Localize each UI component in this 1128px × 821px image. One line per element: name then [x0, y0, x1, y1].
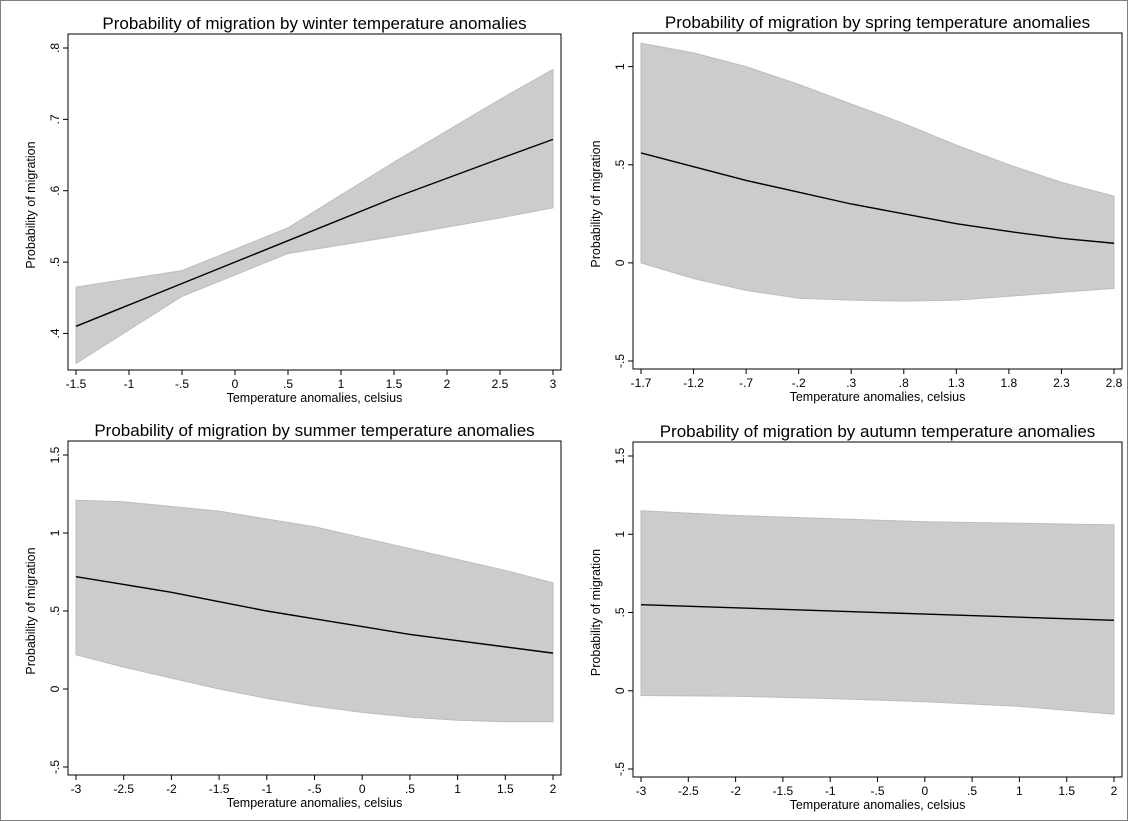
panel-winter-y-tick-label: .8	[48, 43, 62, 53]
panel-winter-x-tick-label: .5	[283, 377, 293, 391]
panel-spring-x-tick-label: -1.2	[683, 376, 704, 390]
panel-winter-y-tick-label: .5	[48, 257, 62, 267]
panel-winter: -1.5 -1 -.5 0 .5 1 1.5 2 2.5 3 .4 .5 .6 .7 .8 Probabili…	[24, 14, 562, 405]
panel-autumn-y-tick-label: 1.5	[613, 447, 627, 464]
panel-winter-x-tick-label: -1	[124, 377, 135, 391]
panel-spring-y-tick-label: 0	[613, 259, 627, 266]
panel-spring-y-tick-label: .5	[613, 159, 627, 169]
panel-winter-x-tick-label: 0	[232, 377, 239, 391]
panel-winter-y-tick-label: .4	[48, 328, 62, 338]
panel-autumn-y-tick-label: -.5	[613, 762, 627, 776]
panel-summer-x-tick-label: .5	[405, 782, 415, 796]
panel-spring-title: Probability of migration by spring tempe…	[665, 13, 1090, 32]
panel-summer-confidence-band	[75, 499, 554, 723]
panel-summer-x-tick-label: -2.5	[113, 782, 134, 796]
panel-summer-y-axis-label: Probability of migration	[24, 547, 38, 674]
panel-summer-y-tick-label: .5	[48, 606, 62, 616]
panel-autumn-y-tick-label: 1	[613, 531, 627, 538]
panel-spring-x-tick-label: -.7	[739, 376, 753, 390]
panel-summer-x-tick-label: -1	[261, 782, 272, 796]
panel-summer-y-tick-label: 1	[48, 529, 62, 536]
panel-spring-y-axis-label: Probability of migration	[589, 140, 603, 267]
panel-autumn-x-tick-label: 1	[1016, 784, 1023, 798]
panel-autumn-x-tick-label: -2	[730, 784, 741, 798]
panel-winter-x-tick-label: 3	[550, 377, 557, 391]
panel-summer-y-tick-label: 0	[48, 685, 62, 692]
panel-winter-x-tick-label: -.5	[175, 377, 189, 391]
panel-spring-x-tick-label: 1.3	[948, 376, 965, 390]
panel-summer-x-tick-label: 2	[550, 782, 557, 796]
panel-spring-x-tick-label: -.2	[792, 376, 806, 390]
panel-spring-x-axis-label: Temperature anomalies, celsius	[790, 390, 966, 404]
panel-winter-x-tick-label: 2	[444, 377, 451, 391]
panel-autumn-x-tick-label: .5	[967, 784, 977, 798]
panel-autumn-x-axis-label: Temperature anomalies, celsius	[790, 798, 966, 812]
panel-winter-x-tick-label: 2.5	[492, 377, 509, 391]
panel-summer-x-tick-label: 1.5	[497, 782, 514, 796]
panel-summer-x-tick-label: -2	[166, 782, 177, 796]
panel-autumn-x-tick-label: 0	[921, 784, 928, 798]
panel-winter-y-tick-label: .7	[48, 114, 62, 124]
panel-autumn-x-tick-label: -1.5	[773, 784, 794, 798]
panel-autumn: -3 -2.5 -2 -1.5 -1 -.5 0 .5 1 1.5 2 -.5 0 .5 1 1.5 Proba…	[589, 422, 1123, 812]
panel-autumn-x-tick-label: 1.5	[1058, 784, 1075, 798]
panel-summer-y-tick-label: 1.5	[48, 446, 62, 463]
panel-summer-fitted-line	[75, 575, 554, 654]
panel-winter-x-tick-label: 1.5	[386, 377, 403, 391]
panel-autumn-x-tick-label: -2.5	[678, 784, 699, 798]
panel-summer-x-tick-label: -1.5	[209, 782, 230, 796]
panel-spring-confidence-band	[640, 42, 1115, 302]
panel-spring-x-tick-label: 1.8	[1001, 376, 1018, 390]
panel-autumn-fitted-line	[640, 603, 1115, 622]
panel-spring-fitted-line	[640, 152, 1115, 244]
panel-winter-x-axis-label: Temperature anomalies, celsius	[227, 391, 403, 405]
panel-spring-y-tick-label: 1	[613, 63, 627, 70]
panel-autumn-y-tick-label: .5	[613, 607, 627, 617]
panel-winter-x-tick-label: 1	[338, 377, 345, 391]
panel-spring-x-tick-label: .8	[899, 376, 909, 390]
panel-spring-x-tick-label: -1.7	[631, 376, 652, 390]
panel-autumn-x-tick-label: 2	[1111, 784, 1118, 798]
panel-summer-x-tick-label: 1	[454, 782, 461, 796]
panel-autumn-title: Probability of migration by autumn tempe…	[660, 422, 1096, 441]
panel-autumn-x-tick-label: -1	[825, 784, 836, 798]
panel-summer: -3 -2.5 -2 -1.5 -1 -.5 0 .5 1 1.5 2 -.5 0 .5 1 1.5 Proba…	[24, 421, 562, 810]
panel-summer-x-axis-label: Temperature anomalies, celsius	[227, 796, 403, 810]
panel-autumn-x-tick-label: -3	[636, 784, 647, 798]
panel-autumn-y-tick-label: 0	[613, 687, 627, 694]
panel-winter-title: Probability of migration by winter tempe…	[102, 14, 526, 33]
panel-summer-y-tick-label: -.5	[48, 760, 62, 774]
panel-summer-title: Probability of migration by summer tempe…	[94, 421, 534, 440]
panel-spring-y-tick-label: -.5	[613, 354, 627, 368]
panel-winter-y-axis-label: Probability of migration	[24, 141, 38, 268]
panel-summer-x-tick-label: -3	[71, 782, 82, 796]
panel-autumn-x-tick-label: -.5	[870, 784, 884, 798]
panel-spring-x-tick-label: 2.8	[1106, 376, 1123, 390]
panel-winter-fitted-line	[75, 138, 554, 327]
panel-spring-x-tick-label: 2.3	[1053, 376, 1070, 390]
panel-spring-x-tick-label: .3	[846, 376, 856, 390]
panel-summer-x-tick-label: 0	[359, 782, 366, 796]
panel-summer-x-tick-label: -.5	[307, 782, 321, 796]
panel-winter-confidence-band	[75, 68, 554, 365]
panel-winter-y-tick-label: .6	[48, 185, 62, 195]
panel-winter-x-tick-label: -1.5	[66, 377, 87, 391]
panel-spring: -1.7 -1.2 -.7 -.2 .3 .8 1.3 1.8 2.3 2.8 -.5 0 .5 1 Pro…	[589, 13, 1123, 404]
panel-autumn-y-axis-label: Probability of migration	[589, 549, 603, 676]
